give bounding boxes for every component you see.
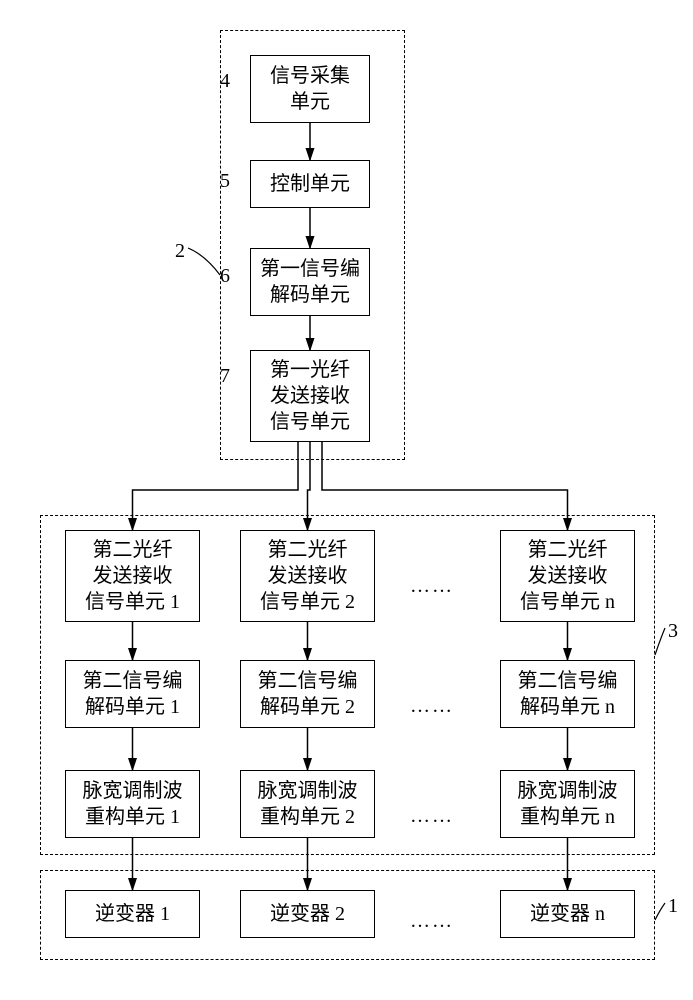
node-text-pw2: 脉宽调制波重构单元 2 (258, 778, 358, 830)
label-l3: 3 (668, 620, 678, 643)
ellipsis-2: …… (410, 805, 454, 828)
label-l7: 7 (220, 365, 230, 388)
node-text-pw1: 脉宽调制波重构单元 1 (83, 778, 183, 830)
node-rx1: 第二光纤发送接收信号单元 1 (65, 530, 200, 622)
label-l2: 2 (175, 240, 185, 263)
node-n6: 第一信号编解码单元 (250, 248, 370, 316)
node-text-rx2: 第二光纤发送接收信号单元 2 (260, 537, 355, 615)
node-iv1: 逆变器 1 (65, 890, 200, 938)
node-dc1: 第二信号编解码单元 1 (65, 660, 200, 728)
label-l4: 4 (220, 70, 230, 93)
node-rxn: 第二光纤发送接收信号单元 n (500, 530, 635, 622)
node-text-pwn: 脉宽调制波重构单元 n (518, 778, 618, 830)
node-rx2: 第二光纤发送接收信号单元 2 (240, 530, 375, 622)
node-text-dc2: 第二信号编解码单元 2 (258, 668, 358, 720)
label-l1: 1 (668, 895, 678, 918)
node-text-dc1: 第二信号编解码单元 1 (83, 668, 183, 720)
ellipsis-0: …… (410, 575, 454, 598)
node-text-rxn: 第二光纤发送接收信号单元 n (520, 537, 615, 615)
node-text-n7: 第一光纤发送接收信号单元 (270, 357, 350, 435)
node-n5: 控制单元 (250, 160, 370, 208)
node-pwn: 脉宽调制波重构单元 n (500, 770, 635, 838)
node-pw1: 脉宽调制波重构单元 1 (65, 770, 200, 838)
ellipsis-3: …… (410, 910, 454, 933)
node-text-dcn: 第二信号编解码单元 n (518, 668, 618, 720)
label-l6: 6 (220, 265, 230, 288)
ellipsis-1: …… (410, 695, 454, 718)
label-l5: 5 (220, 170, 230, 193)
node-text-ivn: 逆变器 n (530, 901, 605, 927)
node-text-n5: 控制单元 (270, 171, 350, 197)
node-iv2: 逆变器 2 (240, 890, 375, 938)
node-ivn: 逆变器 n (500, 890, 635, 938)
node-text-n6: 第一信号编解码单元 (260, 256, 360, 308)
node-pw2: 脉宽调制波重构单元 2 (240, 770, 375, 838)
node-text-iv2: 逆变器 2 (270, 901, 345, 927)
node-text-n4: 信号采集单元 (270, 63, 350, 115)
node-dc2: 第二信号编解码单元 2 (240, 660, 375, 728)
node-dcn: 第二信号编解码单元 n (500, 660, 635, 728)
node-text-rx1: 第二光纤发送接收信号单元 1 (85, 537, 180, 615)
node-n7: 第一光纤发送接收信号单元 (250, 350, 370, 442)
node-n4: 信号采集单元 (250, 55, 370, 123)
node-text-iv1: 逆变器 1 (95, 901, 170, 927)
